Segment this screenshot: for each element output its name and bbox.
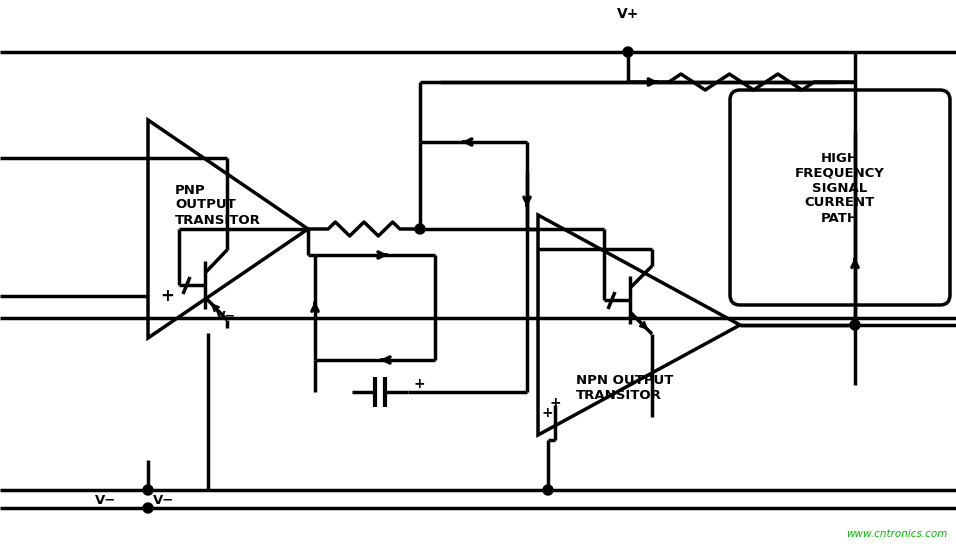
Text: V+: V+ [617, 7, 640, 21]
Circle shape [850, 320, 860, 330]
Text: www.cntronics.com: www.cntronics.com [847, 529, 948, 539]
Circle shape [143, 503, 153, 513]
Text: PNP
OUTPUT
TRANSITOR: PNP OUTPUT TRANSITOR [175, 183, 261, 226]
Text: −: − [550, 240, 564, 258]
Circle shape [143, 485, 153, 495]
Text: +: + [542, 406, 554, 420]
Text: HIGH
FREQUENCY
SIGNAL
CURRENT
PATH: HIGH FREQUENCY SIGNAL CURRENT PATH [795, 152, 885, 224]
Text: +: + [550, 396, 561, 410]
Text: +: + [160, 287, 174, 305]
Text: V−: V− [153, 493, 174, 507]
Circle shape [623, 47, 633, 57]
Text: V−: V− [95, 493, 117, 507]
Circle shape [415, 224, 425, 234]
Text: NPN OUTPUT
TRANSITOR: NPN OUTPUT TRANSITOR [576, 374, 673, 402]
Text: V−: V− [216, 310, 236, 323]
Text: −: − [160, 149, 174, 167]
Circle shape [543, 485, 553, 495]
Text: +: + [414, 377, 425, 391]
